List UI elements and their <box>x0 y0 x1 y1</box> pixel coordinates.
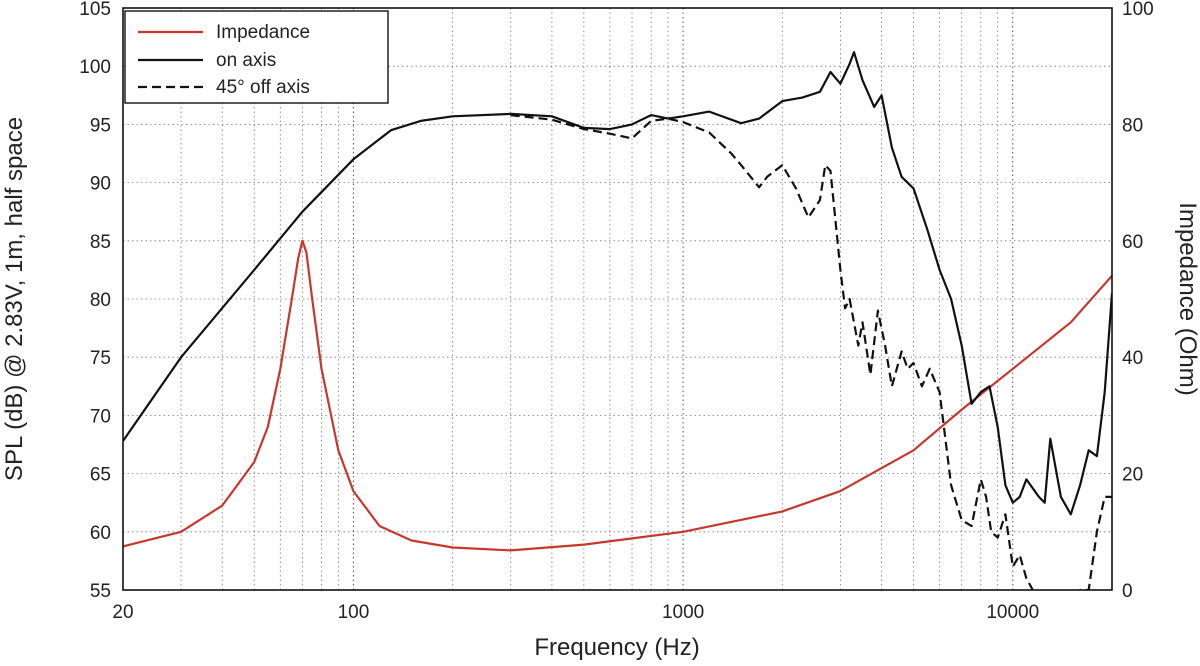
y-left-tick-label: 65 <box>90 465 111 486</box>
y-left-tick-label: 80 <box>90 290 111 311</box>
on-axis-line <box>123 51 1112 516</box>
y-left-tick-label: 60 <box>90 523 111 544</box>
y-right-tick-label: 20 <box>1122 465 1143 486</box>
y-left-tick-label: 90 <box>90 174 111 195</box>
x-tick-label: 20 <box>112 602 133 623</box>
legend-label-off-axis: 45° off axis <box>216 77 310 98</box>
y-right-tick-label: 60 <box>1122 232 1143 253</box>
y-axis-right-title: Impedance (Ohm) <box>1174 202 1200 395</box>
plot-frame <box>122 7 1113 591</box>
y-right-tick-label: 40 <box>1122 348 1143 369</box>
x-axis-title: Frequency (Hz) <box>534 634 699 661</box>
y-right-tick-label: 80 <box>1122 115 1143 136</box>
y-right-tick-label: 100 <box>1122 0 1154 20</box>
y-left-tick-label: 95 <box>90 115 111 136</box>
off-axis-45-line <box>510 114 1112 590</box>
tick-labels: 20 100 1000 10000 55 60 65 70 75 80 85 90 95 100 105 0 2… <box>79 0 1153 623</box>
legend-label-on-axis: on axis <box>216 50 276 71</box>
grid-lines <box>123 8 1112 590</box>
y-right-tick-label: 0 <box>1122 581 1133 602</box>
x-tick-label: 100 <box>338 602 370 623</box>
y-left-tick-label: 55 <box>90 581 111 602</box>
y-left-tick-label: 100 <box>79 57 111 78</box>
legend-box <box>124 10 389 104</box>
x-tick-label: 10000 <box>986 602 1039 623</box>
y-axis-left-title: SPL (dB) @ 2.83V, 1m, half space <box>1 117 28 481</box>
series-layer <box>123 51 1112 590</box>
legend-label-impedance: Impedance <box>216 22 310 43</box>
y-left-tick-label: 75 <box>90 348 111 369</box>
y-left-tick-label: 85 <box>90 232 111 253</box>
y-left-tick-label: 105 <box>79 0 111 20</box>
impedance-line <box>123 239 1112 552</box>
x-tick-label: 1000 <box>662 602 704 623</box>
legend: Impedance on axis 45° off axis <box>124 10 389 104</box>
y-left-tick-label: 70 <box>90 406 111 427</box>
